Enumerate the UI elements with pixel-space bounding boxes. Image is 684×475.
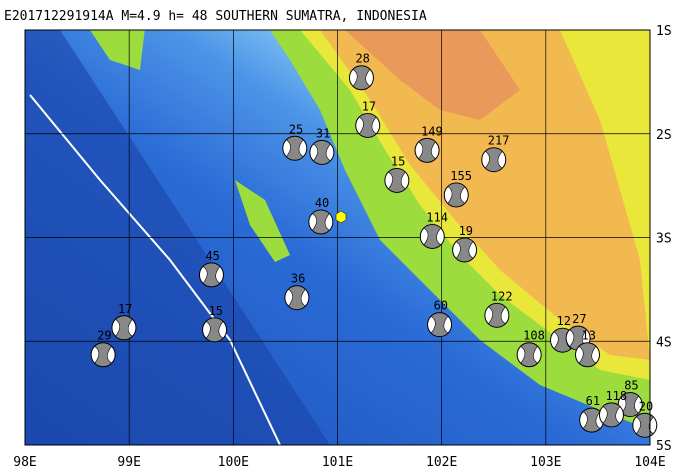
depth-label: 13 [582, 329, 596, 343]
depth-label: 60 [434, 299, 448, 313]
beachball [384, 167, 410, 193]
beachball-compression [488, 303, 506, 328]
depth-label: 17 [362, 99, 376, 113]
beachball-compression [94, 342, 112, 367]
title: E201712291914A M=4.9 h= 48 SOUTHERN SUMA… [4, 9, 427, 24]
depth-label: 85 [624, 379, 638, 393]
depth-label: 25 [289, 122, 303, 136]
beachball [414, 137, 440, 163]
beachball-compression [388, 168, 406, 193]
beachball [575, 342, 600, 368]
beachball [308, 209, 334, 235]
depth-label: 19 [459, 224, 473, 238]
depth-label: 108 [523, 329, 545, 343]
beachball-compression [205, 317, 224, 342]
beachball [484, 302, 510, 328]
beachball [111, 315, 137, 341]
lon-label: 104E [634, 455, 665, 470]
beachball [202, 317, 228, 343]
beachball [348, 65, 374, 91]
beachball-compression [288, 285, 306, 310]
lat-label: 3S [656, 232, 672, 247]
depth-label: 28 [355, 52, 369, 66]
depth-label: 15 [209, 304, 223, 318]
depth-label: 12 [557, 314, 571, 328]
depth-label: 27 [572, 312, 586, 326]
depth-label: 45 [205, 249, 219, 263]
depth-label: 155 [450, 169, 472, 183]
depth-label: 36 [291, 272, 305, 286]
lon-label: 101E [322, 455, 353, 470]
beachball-compression [430, 312, 449, 337]
lat-label: 5S [656, 439, 672, 454]
depth-label: 217 [488, 134, 510, 148]
beachball-compression [352, 65, 371, 90]
beachball-compression [423, 224, 442, 249]
beachball-compression [418, 138, 436, 163]
depth-label: 40 [315, 196, 329, 210]
depth-label: 61 [586, 394, 600, 408]
main-event [335, 210, 347, 224]
lat-label: 1S [656, 24, 672, 39]
lon-label: 100E [218, 455, 249, 470]
beachball-compression [285, 136, 304, 161]
beachball [198, 262, 224, 288]
depth-label: 29 [97, 329, 111, 343]
beachball [481, 147, 507, 173]
lon-label: 102E [426, 455, 457, 470]
beachball [617, 392, 643, 418]
depth-label: 31 [316, 126, 330, 140]
beachball-compression [578, 342, 597, 367]
depth-label: 20 [639, 399, 653, 413]
beachball-compression [447, 182, 466, 208]
beachball [452, 237, 478, 263]
beachball-compression [484, 147, 503, 172]
beachball-compression [520, 342, 539, 367]
beachball [632, 412, 658, 438]
beachball-compression [602, 402, 621, 427]
beachball-compression [202, 262, 221, 287]
depth-label: 122 [491, 289, 513, 303]
beachball [355, 112, 381, 138]
beachball [598, 402, 624, 428]
depth-label: 17 [118, 302, 132, 316]
lon-label: 98E [13, 455, 36, 470]
beachball [282, 135, 308, 161]
beachball [419, 223, 445, 249]
beachball [443, 182, 469, 208]
beachball [309, 139, 335, 165]
lon-label: 103E [530, 455, 561, 470]
frame [24, 29, 651, 446]
lat-label: 4S [656, 335, 672, 350]
beachball-compression [313, 140, 331, 165]
beachball-compression [582, 408, 601, 433]
beachball [90, 342, 116, 368]
beachball-compression [311, 209, 330, 234]
beachball [284, 285, 310, 311]
beachball-compression [621, 392, 640, 417]
beachball [427, 312, 453, 338]
beachball-compression [455, 237, 474, 263]
depth-label: 149 [421, 124, 443, 138]
depth-label: 118 [605, 389, 627, 403]
lat-label: 2S [656, 128, 672, 143]
beachball [516, 342, 542, 368]
lon-label: 99E [117, 455, 140, 470]
depth-label: 114 [426, 210, 448, 224]
beachball-compression [115, 315, 133, 340]
beachball-compression [358, 113, 377, 138]
depth-label: 15 [391, 154, 405, 168]
